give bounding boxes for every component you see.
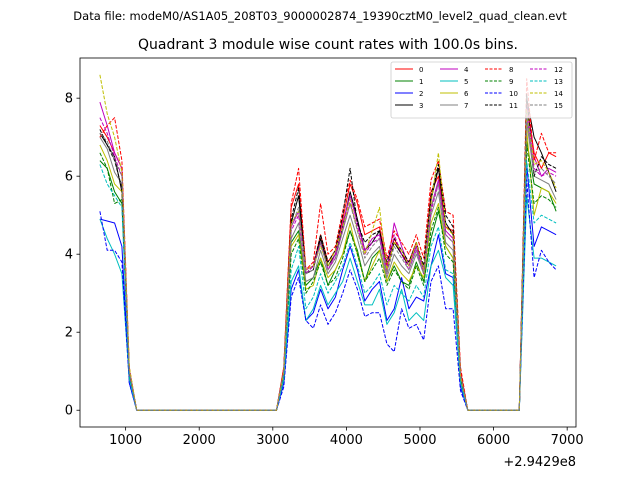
legend-label-13: 13 bbox=[554, 78, 563, 86]
x-tick-label: 3000 bbox=[256, 433, 289, 448]
legend-label-5: 5 bbox=[464, 78, 468, 86]
figure-suptitle: Data file: modeM0/AS1A05_208T03_90000028… bbox=[73, 9, 567, 23]
x-axis-offset-text: +2.9429e8 bbox=[503, 455, 576, 470]
series-group bbox=[99, 74, 557, 411]
series-line-10 bbox=[99, 179, 557, 411]
series-line-0 bbox=[99, 101, 557, 411]
legend-label-6: 6 bbox=[464, 90, 469, 98]
series-line-4 bbox=[99, 101, 557, 411]
series-line-8 bbox=[99, 78, 557, 411]
y-tick-label: 0 bbox=[65, 404, 73, 419]
series-line-5 bbox=[99, 195, 557, 411]
y-tick-label: 8 bbox=[65, 92, 73, 107]
series-line-15 bbox=[99, 113, 557, 411]
series-line-2 bbox=[99, 164, 557, 411]
legend-label-12: 12 bbox=[554, 66, 563, 74]
legend-label-7: 7 bbox=[464, 102, 468, 110]
legend-label-8: 8 bbox=[509, 66, 513, 74]
legend-box bbox=[390, 61, 573, 119]
legend-label-2: 2 bbox=[419, 90, 423, 98]
legend-label-0: 0 bbox=[419, 66, 423, 74]
legend-label-9: 9 bbox=[509, 78, 513, 86]
axes: 1000 2000 3000 4000 5000 6000 7000 0 2 4 6 8 bbox=[65, 57, 584, 448]
series-line-14 bbox=[99, 74, 557, 411]
x-tick-label: 4000 bbox=[330, 433, 363, 448]
legend-label-15: 15 bbox=[554, 102, 563, 110]
legend-label-11: 11 bbox=[509, 102, 518, 110]
legend-label-10: 10 bbox=[509, 90, 518, 98]
axes-frame bbox=[79, 57, 577, 428]
chart-title: Quadrant 3 module wise count rates with … bbox=[138, 37, 518, 53]
x-tick-label: 2000 bbox=[183, 433, 216, 448]
x-tick-label: 5000 bbox=[403, 433, 436, 448]
legend-label-14: 14 bbox=[554, 90, 563, 98]
legend-label-1: 1 bbox=[419, 78, 423, 86]
legend-label-4: 4 bbox=[464, 66, 469, 74]
x-tick-label: 1000 bbox=[109, 433, 142, 448]
series-line-1 bbox=[99, 140, 557, 411]
x-tick-label: 6000 bbox=[477, 433, 510, 448]
y-tick-label: 4 bbox=[65, 248, 73, 263]
x-tick-label: 7000 bbox=[551, 433, 584, 448]
y-tick-label: 2 bbox=[65, 326, 73, 341]
legend-label-3: 3 bbox=[419, 102, 423, 110]
y-tick-label: 6 bbox=[65, 170, 73, 185]
